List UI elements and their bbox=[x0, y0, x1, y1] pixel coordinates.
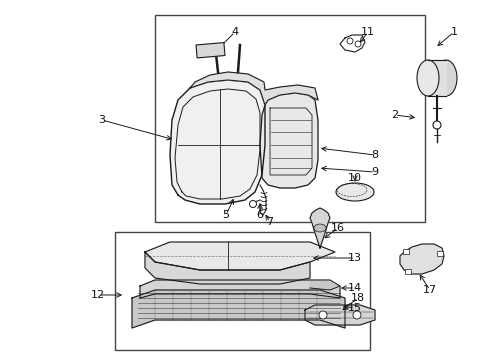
Polygon shape bbox=[260, 93, 317, 188]
Text: 10: 10 bbox=[347, 173, 361, 183]
Text: 11: 11 bbox=[360, 27, 374, 37]
Text: 3: 3 bbox=[98, 115, 105, 125]
Ellipse shape bbox=[335, 183, 373, 201]
Polygon shape bbox=[140, 280, 339, 298]
Text: 8: 8 bbox=[371, 150, 378, 160]
Polygon shape bbox=[170, 80, 264, 204]
Text: 6: 6 bbox=[256, 210, 263, 220]
Ellipse shape bbox=[416, 60, 438, 96]
Circle shape bbox=[249, 201, 256, 207]
Circle shape bbox=[346, 38, 352, 44]
Text: 13: 13 bbox=[347, 253, 361, 263]
Circle shape bbox=[354, 41, 360, 47]
Circle shape bbox=[432, 121, 440, 129]
Polygon shape bbox=[399, 244, 443, 274]
Text: 4: 4 bbox=[231, 27, 238, 37]
Bar bbox=[115, 232, 369, 350]
Ellipse shape bbox=[434, 60, 456, 96]
Circle shape bbox=[318, 311, 326, 319]
Polygon shape bbox=[145, 242, 334, 270]
Text: 14: 14 bbox=[347, 283, 361, 293]
Text: 1: 1 bbox=[449, 27, 457, 37]
Text: 18: 18 bbox=[350, 293, 365, 303]
Polygon shape bbox=[145, 252, 309, 284]
Text: 16: 16 bbox=[330, 223, 345, 233]
Bar bbox=[402, 249, 408, 254]
Text: 12: 12 bbox=[91, 290, 105, 300]
Polygon shape bbox=[305, 305, 374, 325]
Bar bbox=[196, 42, 224, 58]
Polygon shape bbox=[132, 290, 345, 328]
Text: 7: 7 bbox=[266, 217, 273, 227]
Bar bbox=[436, 251, 442, 256]
Text: 15: 15 bbox=[347, 303, 361, 313]
Polygon shape bbox=[309, 280, 339, 290]
Polygon shape bbox=[309, 208, 329, 248]
Bar bbox=[404, 269, 410, 274]
Bar bbox=[155, 15, 424, 222]
Text: 17: 17 bbox=[422, 285, 436, 295]
Text: 5: 5 bbox=[222, 210, 229, 220]
Circle shape bbox=[352, 311, 360, 319]
Polygon shape bbox=[190, 72, 317, 105]
Text: 2: 2 bbox=[390, 110, 398, 120]
Text: 9: 9 bbox=[371, 167, 378, 177]
Ellipse shape bbox=[313, 224, 325, 232]
